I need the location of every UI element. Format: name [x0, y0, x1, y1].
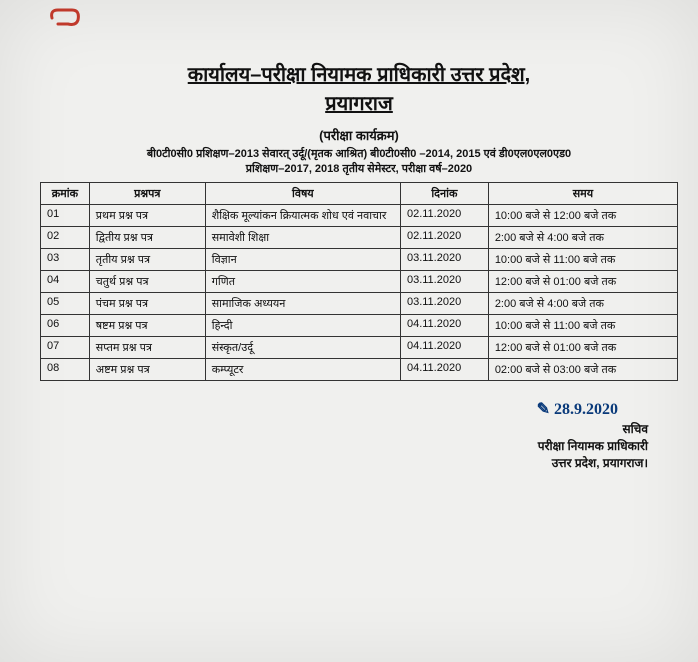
table-cell: 02:00 बजे से 03:00 बजे तक [488, 359, 677, 381]
table-cell: गणित [205, 271, 400, 293]
table-cell: 10:00 बजे से 11:00 बजे तक [488, 249, 677, 271]
signature-line-2: परीक्षा नियामक प्राधिकारी [40, 437, 648, 454]
table-header-row: क्रमांक प्रश्नपत्र विषय दिनांक समय [41, 183, 678, 205]
table-cell: तृतीय प्रश्न पत्र [89, 249, 205, 271]
table-cell: 03.11.2020 [400, 293, 488, 315]
table-cell: हिन्दी [205, 315, 400, 337]
table-cell: 01 [41, 205, 90, 227]
table-cell: 06 [41, 315, 90, 337]
table-cell: षष्टम प्रश्न पत्र [89, 315, 205, 337]
table-cell: द्वितीय प्रश्न पत्र [89, 227, 205, 249]
context-line-1: बी0टी0सी0 प्रशिक्षण–2013 सेवारत् उर्दू/(… [40, 146, 678, 161]
signature-line-1: सचिव [40, 420, 648, 437]
table-cell: 12:00 बजे से 01:00 बजे तक [488, 337, 677, 359]
table-cell: पंचम प्रश्न पत्र [89, 293, 205, 315]
col-date: दिनांक [400, 183, 488, 205]
col-serial: क्रमांक [41, 183, 90, 205]
table-row: 04चतुर्थ प्रश्न पत्रगणित03.11.202012:00 … [41, 271, 678, 293]
table-cell: 10:00 बजे से 11:00 बजे तक [488, 315, 677, 337]
table-cell: 04 [41, 271, 90, 293]
table-cell: 12:00 बजे से 01:00 बजे तक [488, 271, 677, 293]
table-row: 05पंचम प्रश्न पत्रसामाजिक अध्ययन03.11.20… [41, 293, 678, 315]
col-subject: विषय [205, 183, 400, 205]
table-cell: 08 [41, 359, 90, 381]
table-cell: सामाजिक अध्ययन [205, 293, 400, 315]
signature-line-3: उत्तर प्रदेश, प्रयागराज। [40, 454, 648, 471]
table-cell: 03.11.2020 [400, 249, 488, 271]
table-cell: 03.11.2020 [400, 271, 488, 293]
exam-schedule-table: क्रमांक प्रश्नपत्र विषय दिनांक समय 01प्र… [40, 182, 678, 381]
table-cell: 02 [41, 227, 90, 249]
table-cell: 04.11.2020 [400, 359, 488, 381]
table-cell: 04.11.2020 [400, 337, 488, 359]
table-cell: संस्कृत/उर्दू [205, 337, 400, 359]
table-cell: समावेशी शिक्षा [205, 227, 400, 249]
context-line-2: प्रशिक्षण–2017, 2018 तृतीय सेमेस्टर, परी… [40, 161, 678, 176]
col-paper: प्रश्नपत्र [89, 183, 205, 205]
signature-scribble: ✎ 28.9.2020 [40, 399, 648, 419]
table-cell: अष्टम प्रश्न पत्र [89, 359, 205, 381]
table-cell: 05 [41, 293, 90, 315]
table-cell: चतुर्थ प्रश्न पत्र [89, 271, 205, 293]
table-row: 06षष्टम प्रश्न पत्रहिन्दी04.11.202010:00… [41, 315, 678, 337]
table-cell: कम्प्यूटर [205, 359, 400, 381]
table-body: 01प्रथम प्रश्न पत्रशैक्षिक मूल्यांकन क्र… [41, 205, 678, 381]
paper-clip-icon [50, 6, 80, 28]
table-cell: 02.11.2020 [400, 205, 488, 227]
main-heading-line1: कार्यालय–परीक्षा नियामक प्राधिकारी उत्तर… [40, 60, 678, 87]
table-cell: 02.11.2020 [400, 227, 488, 249]
table-cell: 2:00 बजे से 4:00 बजे तक [488, 227, 677, 249]
table-cell: 03 [41, 249, 90, 271]
table-cell: 04.11.2020 [400, 315, 488, 337]
main-heading-line2: प्रयागराज [40, 89, 678, 116]
table-cell: 07 [41, 337, 90, 359]
document-paper: कार्यालय–परीक्षा नियामक प्राधिकारी उत्तर… [0, 0, 698, 662]
table-row: 08अष्टम प्रश्न पत्रकम्प्यूटर04.11.202002… [41, 359, 678, 381]
table-cell: विज्ञान [205, 249, 400, 271]
table-cell: 2:00 बजे से 4:00 बजे तक [488, 293, 677, 315]
table-cell: सप्तम प्रश्न पत्र [89, 337, 205, 359]
table-cell: प्रथम प्रश्न पत्र [89, 205, 205, 227]
sub-heading: (परीक्षा कार्यक्रम) [40, 126, 678, 144]
table-row: 03तृतीय प्रश्न पत्रविज्ञान03.11.202010:0… [41, 249, 678, 271]
col-time: समय [488, 183, 677, 205]
table-cell: 10:00 बजे से 12:00 बजे तक [488, 205, 677, 227]
table-row: 02द्वितीय प्रश्न पत्रसमावेशी शिक्षा02.11… [41, 227, 678, 249]
table-row: 07सप्तम प्रश्न पत्रसंस्कृत/उर्दू04.11.20… [41, 337, 678, 359]
table-cell: शैक्षिक मूल्यांकन क्रियात्मक शोध एवं नवा… [205, 205, 400, 227]
table-row: 01प्रथम प्रश्न पत्रशैक्षिक मूल्यांकन क्र… [41, 205, 678, 227]
signature-block: ✎ 28.9.2020 सचिव परीक्षा नियामक प्राधिका… [40, 399, 678, 471]
